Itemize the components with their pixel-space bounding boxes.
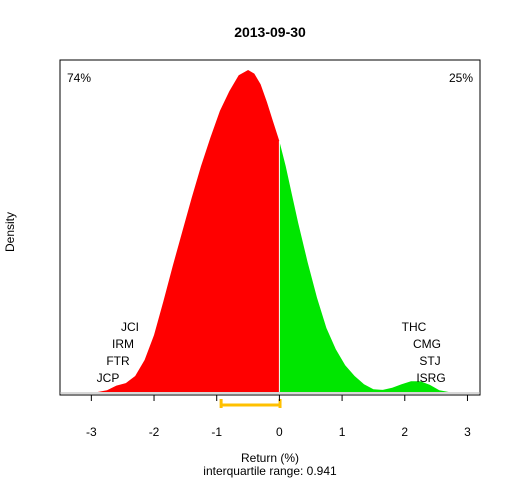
left-tail-labels: JCI IRM FTR JCP <box>97 320 139 385</box>
x-tick-label: 3 <box>464 425 471 439</box>
right-tail-label: STJ <box>419 354 440 368</box>
left-tail-label: FTR <box>106 354 130 368</box>
iqr-subtitle: interquartile range: 0.941 <box>203 464 337 478</box>
negative-share-label: 74% <box>67 71 91 85</box>
x-axis: -3 -2 -1 0 1 2 3 <box>86 394 471 439</box>
right-tail-labels: THC CMG STJ ISRG <box>402 320 446 385</box>
x-tick-label: 1 <box>339 425 346 439</box>
x-tick-label: -3 <box>86 425 97 439</box>
x-tick-label: 2 <box>401 425 408 439</box>
x-tick-label: 0 <box>276 425 283 439</box>
x-tick-label: -2 <box>149 425 160 439</box>
right-tail-label: THC <box>402 320 427 334</box>
interquartile-range-bar <box>219 399 282 408</box>
negative-density-area <box>97 70 280 392</box>
y-axis-label: Density <box>3 212 17 252</box>
x-axis-label: Return (%) <box>241 451 299 465</box>
chart-title: 2013-09-30 <box>234 24 306 40</box>
x-tick-label: -1 <box>211 425 222 439</box>
left-tail-label: IRM <box>112 337 134 351</box>
right-tail-label: CMG <box>413 337 441 351</box>
positive-share-label: 25% <box>449 71 473 85</box>
positive-density-area <box>279 141 449 392</box>
left-tail-label: JCI <box>121 320 139 334</box>
left-tail-label: JCP <box>97 371 120 385</box>
right-tail-label: ISRG <box>416 371 445 385</box>
